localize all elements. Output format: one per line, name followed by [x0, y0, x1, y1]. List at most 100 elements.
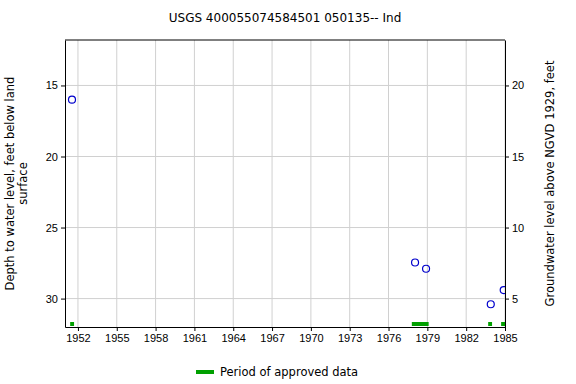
tick-label: 1979: [416, 332, 440, 344]
tick-label: 1964: [221, 332, 245, 344]
grid-line: [349, 40, 350, 327]
grid-line: [505, 40, 506, 327]
tick-mark: [117, 327, 118, 331]
chart: 1952 1955 1958 1961 1964 1967 1970 1973 1976 1979…: [0, 0, 576, 384]
tick: 1973: [338, 327, 362, 344]
grid-line: [155, 40, 156, 327]
y-axis: 15 20 25 30: [46, 41, 66, 328]
tick-label: 25: [46, 222, 58, 234]
grid-line: [233, 40, 234, 327]
y-axis-title: Depth to water level, feet below landsur…: [3, 77, 30, 291]
legend: Period of approved data: [196, 365, 358, 379]
tick: 30: [46, 293, 65, 305]
grid-line: [272, 40, 273, 327]
tick-mark: [156, 327, 157, 331]
tick: 1985: [493, 327, 517, 344]
title: USGS 400055074584501 050135-- Ind: [169, 11, 402, 25]
tick: 1976: [377, 327, 401, 344]
tick-mark: [505, 157, 509, 158]
tick: 15: [505, 151, 524, 163]
tick-mark: [389, 327, 390, 331]
tick: 1979: [416, 327, 440, 344]
tick-mark: [505, 85, 509, 86]
tick-mark: [61, 299, 65, 300]
y2-axis: 20 15 10 5: [505, 41, 524, 328]
approved-period: [70, 322, 74, 326]
axis-line: [65, 41, 66, 328]
y2-axis-title: Groundwater level above NGVD 1929, feet: [543, 60, 557, 306]
grid-line: [77, 40, 78, 327]
tick: 25: [46, 222, 65, 234]
tick-label: 1955: [105, 332, 129, 344]
tick-label: 10: [512, 222, 524, 234]
tick-mark: [350, 327, 351, 331]
tick-label: 1952: [66, 332, 90, 344]
tick-label: 1982: [454, 332, 478, 344]
tick-mark: [61, 85, 65, 86]
data-point: [423, 265, 430, 272]
grid-line: [65, 156, 505, 157]
tick-label: 15: [46, 79, 58, 91]
tick: 1967: [260, 327, 284, 344]
tick-label: 1970: [299, 332, 323, 344]
data-point: [500, 287, 505, 294]
tick-mark: [78, 327, 79, 331]
tick-label: 1958: [144, 332, 168, 344]
tick-label: 1967: [260, 332, 284, 344]
axis-line: [66, 327, 506, 328]
legend-label: Period of approved data: [220, 365, 358, 379]
frame: [65, 40, 505, 41]
tick-mark: [466, 327, 467, 331]
tick-mark: [61, 157, 65, 158]
tick: 15: [46, 79, 65, 91]
legend-swatch: [196, 370, 214, 374]
tick: 1961: [183, 327, 207, 344]
grid-line: [65, 85, 505, 86]
grid-line: [116, 40, 117, 327]
tick-mark: [194, 327, 195, 331]
tick-label: 1973: [338, 332, 362, 344]
plot-area: [68, 96, 505, 326]
tick: 1952: [66, 327, 90, 344]
approved-period: [412, 322, 429, 326]
tick-mark: [233, 327, 234, 331]
x-axis: 1952 1955 1958 1961 1964 1967 1970 1973 1976 1979…: [66, 327, 518, 344]
tick-label: 1961: [183, 332, 207, 344]
tick: 1955: [105, 327, 129, 344]
tick: 5: [505, 293, 518, 305]
tick-label: 1976: [377, 332, 401, 344]
approved-period: [488, 322, 492, 326]
grid-line: [310, 40, 311, 327]
grid-line: [194, 40, 195, 327]
grid-line: [466, 40, 467, 327]
tick-label: 20: [512, 79, 524, 91]
tick-label: 15: [512, 151, 524, 163]
tick: 1982: [454, 327, 478, 344]
grid: [65, 40, 505, 327]
approved-period: [501, 322, 505, 326]
tick: 1970: [299, 327, 323, 344]
tick: 20: [46, 151, 65, 163]
tick-mark: [272, 327, 273, 331]
tick: 1964: [221, 327, 245, 344]
grid-line: [427, 40, 428, 327]
tick-mark: [427, 327, 428, 331]
tick-label: 30: [46, 293, 58, 305]
tick-label: 1985: [493, 332, 517, 344]
y-axis-title-line: surface: [16, 162, 30, 205]
y-axis-title-line: Depth to water level, feet below land: [3, 77, 17, 291]
tick-mark: [505, 228, 509, 229]
data-point: [487, 301, 494, 308]
axis-line: [505, 41, 506, 328]
data-point: [68, 96, 75, 103]
tick-label: 20: [46, 151, 58, 163]
tick-mark: [311, 327, 312, 331]
tick: 1958: [144, 327, 168, 344]
grid-line: [388, 40, 389, 327]
tick: 10: [505, 222, 524, 234]
grid-line: [65, 298, 505, 299]
tick-label: 5: [512, 293, 518, 305]
tick-mark: [61, 228, 65, 229]
grid-line: [65, 227, 505, 228]
tick-mark: [505, 327, 506, 331]
